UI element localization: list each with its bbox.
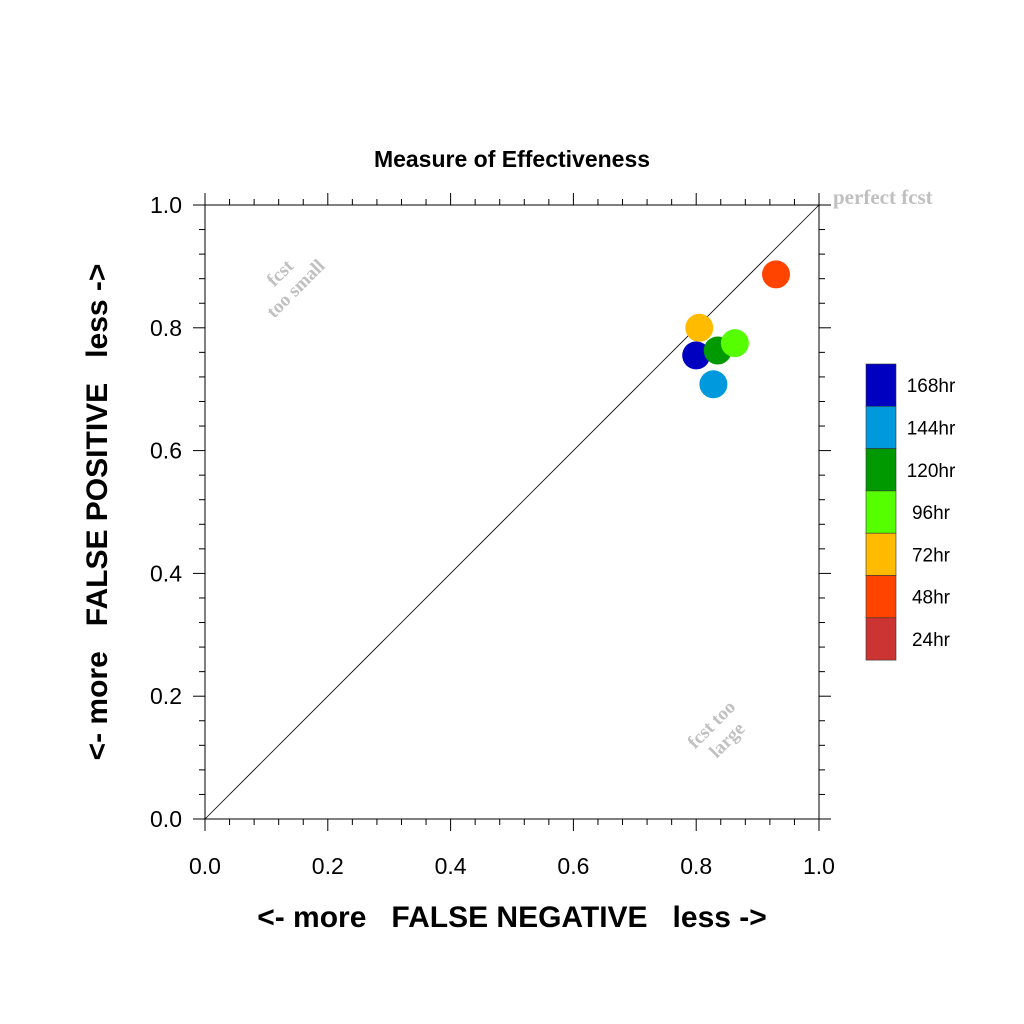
y-tick-label: 0.8 <box>150 315 182 341</box>
perfect-forecast-line <box>204 204 820 820</box>
legend-label-72hr: 72hr <box>912 545 951 566</box>
y-tick-label: 0.6 <box>150 438 182 464</box>
legend-swatch-144hr <box>865 405 897 449</box>
perfect-forecast-annotation: perfect fcst <box>833 185 933 209</box>
y-tick-label: 0.0 <box>150 806 182 832</box>
legend-label-168hr: 168hr <box>907 376 956 397</box>
y-tick-label: 0.2 <box>150 683 182 709</box>
y-tick-label: 0.4 <box>150 560 182 586</box>
x-tick-label: 0.0 <box>189 853 221 879</box>
chart-title: Measure of Effectiveness <box>374 146 650 172</box>
legend-swatch-48hr <box>865 575 897 619</box>
legend: 168hr 144hr 120hr 96hr 72hr 48hr 24hr <box>865 363 956 661</box>
legend-label-120hr: 120hr <box>907 461 956 482</box>
y-axis-label: <- more FALSE POSITIVE less -> <box>81 264 114 761</box>
legend-swatch-24hr <box>865 617 897 661</box>
point-72hr <box>685 313 714 342</box>
legend-label-144hr: 144hr <box>907 418 956 439</box>
legend-label-24hr: 24hr <box>912 630 951 651</box>
legend-label-48hr: 48hr <box>912 588 951 609</box>
legend-swatch-72hr <box>865 532 897 576</box>
x-tick-label: 0.6 <box>557 853 589 879</box>
legend-label-96hr: 96hr <box>912 503 951 524</box>
plot-frame <box>204 204 820 820</box>
x-axis-label: <- more FALSE NEGATIVE less -> <box>257 901 767 934</box>
too-large-annotation: fcst too large <box>684 697 750 763</box>
legend-swatch-96hr <box>865 490 897 534</box>
point-144hr <box>699 370 728 399</box>
point-96hr <box>720 329 749 358</box>
legend-swatch-168hr <box>865 363 897 407</box>
x-tick-label: 0.2 <box>312 853 344 879</box>
point-168hr <box>682 341 711 370</box>
x-tick-label: 0.8 <box>680 853 712 879</box>
x-tick-label: 1.0 <box>803 853 835 879</box>
x-tick-label: 0.4 <box>435 853 467 879</box>
point-48hr <box>762 260 791 289</box>
y-tick-label: 1.0 <box>150 192 182 218</box>
too-small-annotation: fcst too small <box>263 255 330 322</box>
legend-swatch-120hr <box>865 448 897 492</box>
plot-area: 0.0 0.2 0.4 0.6 0.8 1.0 0.0 0.2 0.4 0.6 0.8 1.0 <box>150 192 835 879</box>
